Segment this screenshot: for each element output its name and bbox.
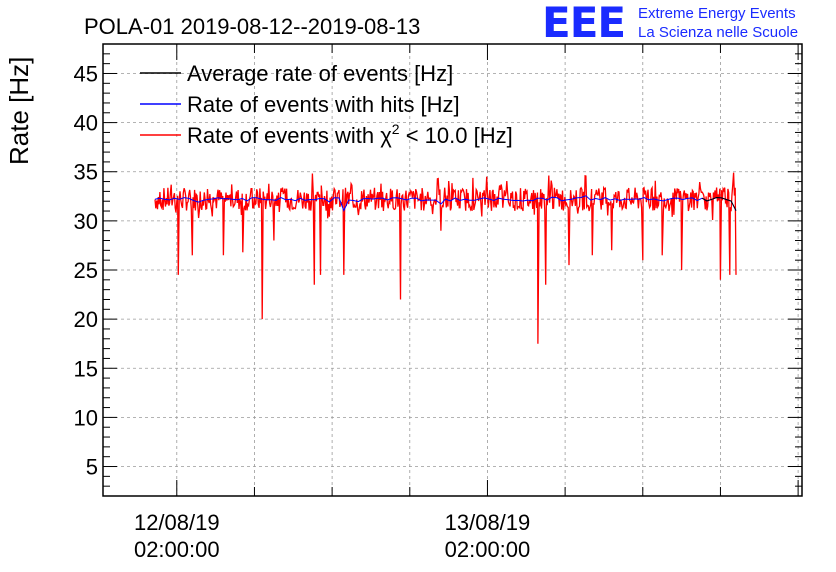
series-average-rate xyxy=(701,196,737,211)
eee-logo: EEE Extreme Energy Events La Scienza nel… xyxy=(542,0,798,47)
y-tick-labels: 5 10 15 20 25 30 35 40 45 xyxy=(74,61,98,479)
legend-chi-symbol: χ xyxy=(380,123,392,148)
grid-lines xyxy=(103,44,802,496)
legend: Average rate of events [Hz] Rate of event… xyxy=(140,61,513,148)
x-tick-label-date: 12/08/19 xyxy=(134,510,220,535)
legend-superscript: 2 xyxy=(392,121,400,137)
y-tick-label: 5 xyxy=(86,455,98,480)
series-line-average xyxy=(701,196,737,211)
y-tick-label: 25 xyxy=(74,258,98,283)
y-tick-label: 10 xyxy=(74,405,98,430)
y-tick-label: 30 xyxy=(74,209,98,234)
legend-label-text: Rate of events with xyxy=(187,123,380,148)
y-tick-label: 45 xyxy=(74,61,98,86)
legend-label-text: Rate of events with hits [Hz] xyxy=(187,92,460,117)
x-tick-label-time: 02:00:00 xyxy=(445,537,531,562)
legend-label-suffix: < 10.0 [Hz] xyxy=(400,123,513,148)
x-tick-label-date: 13/08/19 xyxy=(445,510,531,535)
y-tick-label: 20 xyxy=(74,307,98,332)
eee-logo-text: Extreme Energy Events La Scienza nelle S… xyxy=(638,4,798,42)
y-tick-label: 15 xyxy=(74,356,98,381)
y-tick-label: 40 xyxy=(74,111,98,136)
y-tick-label: 35 xyxy=(74,160,98,185)
x-tick-label-time: 02:00:00 xyxy=(134,537,220,562)
legend-label-0: Average rate of events [Hz] xyxy=(187,61,453,86)
series-rate-hits xyxy=(154,195,737,212)
series-line-hits xyxy=(154,195,737,212)
legend-label-text: Average rate of events [Hz] xyxy=(187,61,453,86)
eee-logo-mark: EEE xyxy=(542,0,626,47)
y-axis-label: Rate [Hz] xyxy=(4,57,34,165)
logo-line-2: La Scienza nelle Scuole xyxy=(638,24,799,41)
axis-ticks xyxy=(103,43,802,497)
legend-label-1: Rate of events with hits [Hz] xyxy=(187,92,460,117)
logo-line-1: Extreme Energy Events xyxy=(638,5,796,22)
chart-title: POLA-01 2019-08-12--2019-08-13 xyxy=(84,14,420,39)
legend-label-2: Rate of events with χ2 < 10.0 [Hz] xyxy=(187,121,513,148)
